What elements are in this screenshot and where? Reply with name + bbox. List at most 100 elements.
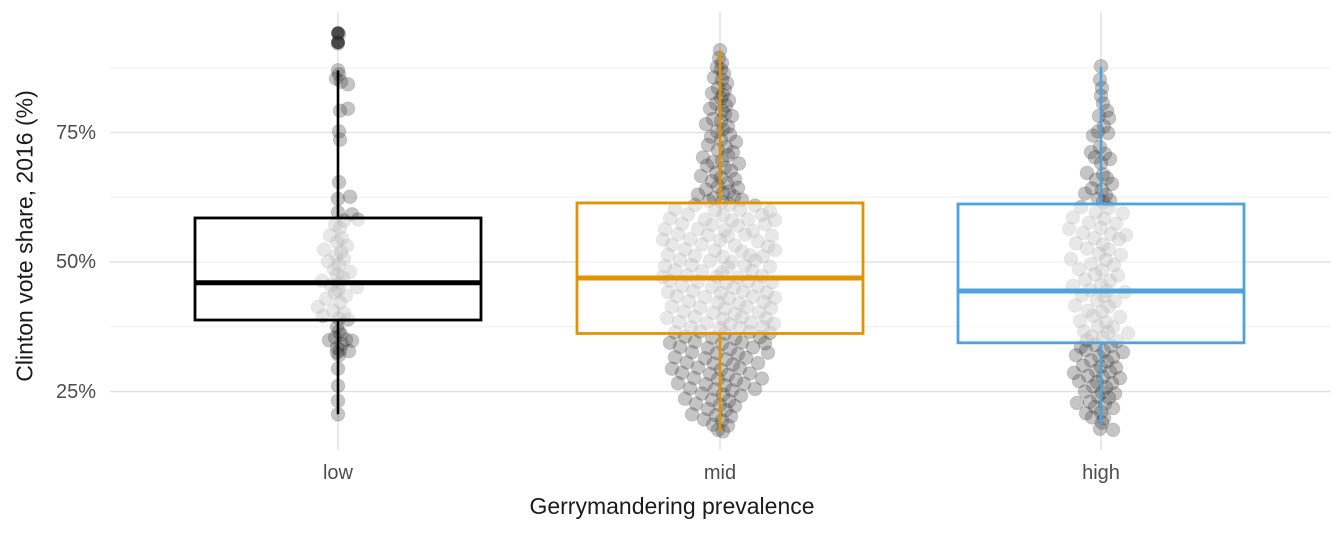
jitter-point	[702, 101, 718, 116]
jitter-point	[1084, 181, 1100, 196]
jitter-point	[1071, 373, 1087, 389]
jitter-point	[687, 334, 703, 350]
y-tick-label-25: 25%	[55, 380, 96, 403]
y-tick-label-50: 50%	[55, 251, 96, 273]
jitter-point	[341, 343, 357, 359]
jitter-point	[698, 116, 714, 132]
jitter-point	[677, 391, 693, 407]
jitter-point	[1102, 364, 1118, 380]
jitter-point	[1112, 370, 1128, 386]
jitter-point	[1082, 394, 1098, 410]
jitter-point	[715, 424, 731, 439]
jitter-point	[714, 413, 730, 428]
jitter-point	[1066, 365, 1082, 381]
jitter-point	[745, 340, 761, 355]
jitter-point	[332, 132, 348, 148]
jitter-point	[717, 160, 733, 176]
jitter-point	[727, 171, 743, 187]
jitter-point	[1095, 167, 1111, 182]
jitter-point	[1104, 176, 1120, 192]
outlier-point	[331, 26, 345, 40]
box-high	[956, 202, 1246, 345]
jitter-point	[1069, 395, 1085, 411]
jitter-point	[1091, 108, 1107, 124]
jitter-point	[1100, 125, 1116, 141]
jitter-point	[684, 406, 700, 422]
jitter-point	[703, 129, 719, 144]
jitter-point	[1091, 348, 1107, 364]
jitter-point	[1105, 350, 1121, 365]
jitter-point	[717, 82, 733, 98]
jitter-point	[724, 383, 740, 398]
jitter-point	[722, 341, 738, 357]
jitter-point	[1084, 410, 1100, 425]
jitter-point	[1068, 347, 1084, 363]
jitter-point	[1108, 360, 1124, 375]
jitter-point	[698, 182, 714, 197]
jitter-point	[672, 339, 688, 355]
jitter-point	[1077, 186, 1093, 201]
jitter-point	[1083, 353, 1099, 368]
jitter-point	[1088, 172, 1104, 187]
jitter-point	[699, 158, 715, 173]
x-tick-label-mid: mid	[703, 462, 737, 484]
jitter-point	[721, 393, 737, 409]
jitter-point	[721, 93, 737, 108]
jitter-point	[1105, 400, 1121, 416]
jitter-point	[733, 388, 749, 403]
jitter-point	[1083, 144, 1099, 160]
jitter-point	[700, 340, 716, 356]
jitter-point	[688, 396, 704, 412]
jitter-point	[344, 333, 360, 349]
jitter-point	[684, 344, 700, 360]
jitter-point	[667, 350, 683, 365]
jitter-point	[717, 377, 733, 393]
jitter-point	[700, 137, 716, 153]
jitter-point	[702, 366, 718, 382]
jitter-point	[1088, 363, 1104, 379]
jitter-point	[662, 335, 678, 351]
jitter-point	[714, 103, 730, 119]
jitter-point	[1102, 151, 1118, 167]
jitter-point	[698, 376, 714, 392]
jitter-point	[670, 375, 686, 391]
jitter-point	[1107, 386, 1123, 401]
jitter-point	[696, 412, 712, 427]
jitter-point	[710, 422, 726, 438]
jitter-point	[710, 142, 726, 158]
jitter-point	[717, 106, 733, 122]
jitter-point	[1098, 380, 1114, 395]
jitter-point	[731, 156, 747, 171]
jitter-point	[340, 77, 356, 92]
jitter-point	[727, 398, 743, 414]
jitter-point	[1078, 405, 1094, 421]
jitter-point	[664, 361, 680, 377]
jitter-point	[723, 409, 739, 424]
jitter-point	[1095, 96, 1111, 111]
jitter-point	[730, 346, 746, 362]
jitter-point	[714, 72, 730, 87]
jitter-point	[730, 180, 746, 196]
jitter-point	[742, 366, 758, 381]
outlier-point	[331, 35, 345, 50]
jitter-point	[695, 150, 711, 165]
jitter-point	[736, 376, 752, 392]
y-tick-label-75: 75%	[55, 121, 96, 144]
jitter-point	[710, 371, 726, 387]
jitter-point	[1080, 368, 1096, 384]
jitter-point	[1098, 187, 1114, 203]
box-low	[193, 216, 483, 322]
jitter-point	[332, 342, 348, 358]
jitter-point	[674, 365, 690, 381]
jitter-point	[342, 189, 358, 205]
box-mid	[575, 201, 865, 335]
jitter-point	[723, 163, 739, 179]
jitter-point	[714, 336, 730, 352]
jitter-point	[697, 351, 713, 366]
jitter-point	[690, 360, 706, 375]
jitter-point	[1115, 344, 1131, 360]
jitter-point	[714, 153, 730, 168]
jitter-point	[728, 134, 744, 150]
jitter-point	[738, 350, 754, 366]
